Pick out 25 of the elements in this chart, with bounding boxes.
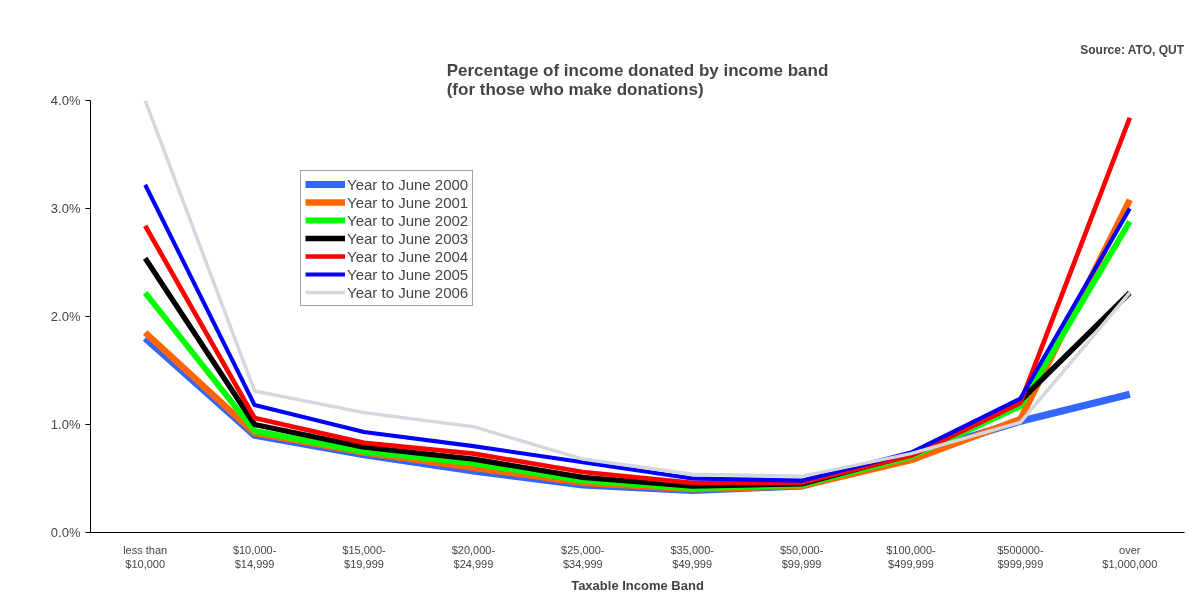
x-axis-title: Taxable Income Band: [571, 577, 704, 593]
x-tick-label: $35,000- $49,999: [670, 543, 715, 570]
source-note: Source: ATO, QUT: [1080, 42, 1185, 57]
x-tick-label: $25,000- $34,999: [561, 543, 605, 570]
y-tick-label: 1.0%: [50, 417, 81, 432]
y-tick-label: 4.0%: [50, 93, 81, 108]
x-tick-label: $100,000- $499,999: [886, 543, 937, 570]
legend-label: Year to June 2002: [347, 211, 469, 229]
chart-title: Percentage of income donated by income band (for those who make donations): [446, 60, 829, 99]
x-tick-label: $20,000- $24,999: [451, 543, 496, 570]
x-tick-label: $50,000- $99,999: [779, 543, 824, 570]
legend-label: Year to June 2006: [347, 283, 469, 301]
legend-label: Year to June 2003: [347, 229, 469, 247]
y-tick-label: 2.0%: [50, 309, 81, 324]
y-tick-label: 0.0%: [50, 525, 81, 540]
x-tick-label: over $1,000,000: [1102, 543, 1158, 570]
x-tick-label: $10,000- $14,999: [232, 543, 277, 570]
legend-label: Year to June 2005: [347, 265, 469, 283]
legend-label: Year to June 2001: [347, 193, 469, 211]
legend-label: Year to June 2004: [347, 247, 469, 265]
x-tick-label: less than $10,000: [123, 543, 168, 570]
legend-label: Year to June 2000: [347, 175, 469, 193]
x-tick-label: $15,000- $19,999: [342, 543, 387, 570]
y-tick-label: 3.0%: [50, 201, 81, 216]
x-tick-label: $500000- $999,999: [997, 543, 1044, 570]
